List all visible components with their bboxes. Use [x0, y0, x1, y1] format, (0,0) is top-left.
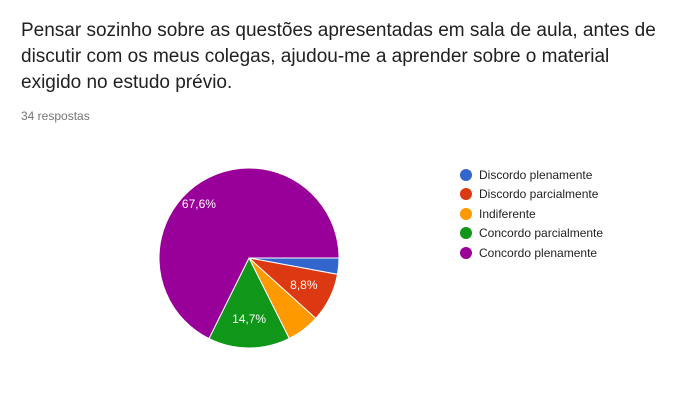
legend-label: Concordo plenamente: [479, 245, 598, 260]
legend-item-concordo-parcialmente: Concordo parcialmente: [460, 224, 603, 244]
legend-item-concordo-plenamente: Concordo plenamente: [460, 243, 603, 263]
chart-legend: Discordo plenamente Discordo parcialmente…: [460, 165, 603, 263]
legend-label: Discordo plenamente: [479, 167, 593, 182]
question-title: Pensar sozinho sobre as questões apresen…: [21, 20, 656, 93]
legend-item-discordo-plenamente: Discordo plenamente: [460, 165, 603, 185]
legend-swatch: [460, 207, 472, 220]
legend-label: Indiferente: [479, 206, 536, 221]
legend-swatch: [460, 188, 472, 201]
legend-swatch: [460, 227, 472, 240]
legend-swatch: [460, 168, 472, 181]
legend-item-indiferente: Indiferente: [460, 204, 603, 224]
legend-label: Concordo parcialmente: [479, 226, 604, 241]
response-count: 34 respostas: [21, 109, 90, 123]
pie-data-label-discordo-parcialmente: 8,8%: [290, 278, 318, 292]
legend-item-discordo-parcialmente: Discordo parcialmente: [460, 185, 603, 205]
pie-slice-concordo-plenamente: [158, 167, 340, 340]
pie-slice-concordo-parcialmente: [208, 256, 290, 349]
pie-data-label-concordo-parcialmente: 14,7%: [232, 312, 266, 326]
legend-label: Discordo parcialmente: [479, 187, 599, 202]
legend-swatch: [460, 246, 472, 259]
pie-data-label-concordo-plenamente: 67,6%: [182, 197, 216, 211]
